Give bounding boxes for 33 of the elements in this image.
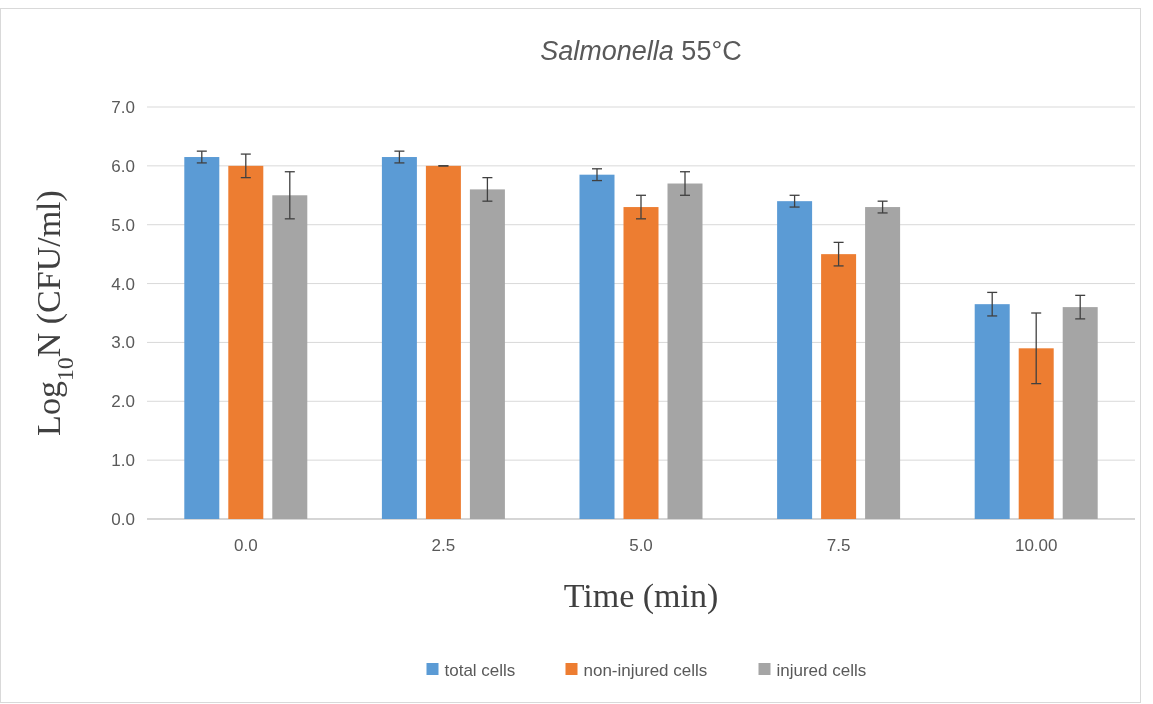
bar — [865, 207, 901, 519]
x-tick-label: 0.0 — [233, 536, 258, 555]
bar — [1062, 307, 1098, 519]
legend-label: non-injured cells — [583, 660, 708, 680]
y-tick-label: 5.0 — [111, 215, 135, 235]
y-tick-label: 3.0 — [111, 333, 135, 353]
x-tick-label: 10.00 — [1014, 536, 1058, 555]
y-tick-label: 1.0 — [111, 451, 135, 471]
bar — [469, 189, 505, 519]
x-axis-title: Time (min) — [563, 577, 719, 615]
x-tick-label: 7.5 — [826, 536, 851, 555]
bar — [228, 165, 264, 519]
bar — [667, 183, 703, 519]
bar — [1018, 348, 1054, 519]
legend-label: injured cells — [776, 660, 867, 680]
x-tick-label: 5.0 — [629, 536, 653, 555]
bar — [272, 195, 308, 519]
x-tick-label: 2.5 — [431, 536, 456, 555]
y-tick-label: 6.0 — [111, 156, 135, 176]
chart-title: Salmonella 55°C — [540, 36, 742, 66]
y-tick-label: 7.0 — [111, 97, 135, 117]
bar — [425, 165, 461, 519]
y-tick-label: 2.0 — [111, 392, 135, 412]
bar — [579, 174, 615, 519]
y-tick-label: 0.0 — [111, 509, 135, 529]
bar — [821, 254, 857, 519]
y-tick-label: 4.0 — [111, 274, 135, 294]
bar — [777, 201, 813, 519]
bar — [381, 157, 417, 519]
legend-label: total cells — [444, 660, 516, 680]
bar — [974, 304, 1010, 519]
bar — [623, 207, 659, 519]
bar — [184, 157, 220, 519]
